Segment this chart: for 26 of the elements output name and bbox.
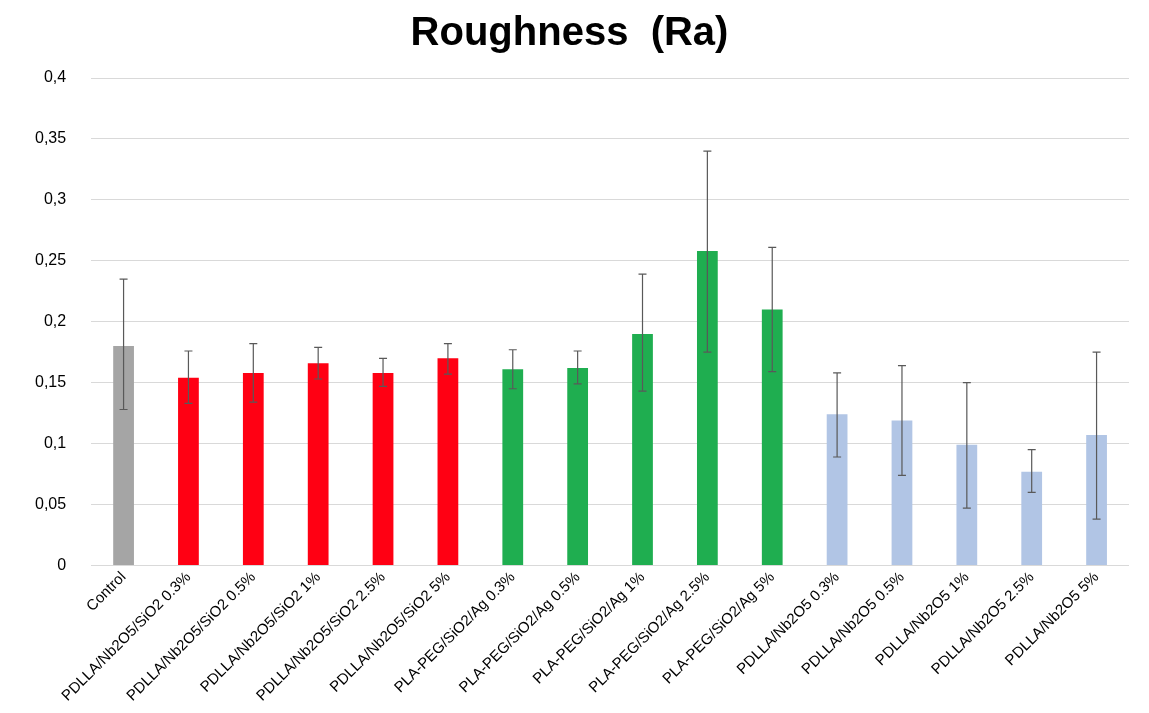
- bar: [113, 346, 134, 565]
- bar: [567, 368, 589, 565]
- bar: [502, 369, 524, 565]
- bar: [632, 333, 653, 565]
- bar: [956, 444, 978, 565]
- y-tick-label: 0,4: [43, 68, 67, 86]
- bar: [178, 377, 199, 565]
- bar: [1086, 435, 1107, 565]
- chart-title: Roughness (Ra): [410, 9, 729, 54]
- bar: [1021, 471, 1043, 565]
- y-tick-label: 0,25: [35, 251, 67, 269]
- bar: [696, 251, 718, 565]
- y-tick-label: 0,1: [43, 434, 67, 451]
- y-tick-label: 0,35: [35, 129, 67, 147]
- bar: [242, 372, 264, 565]
- y-tick-label: 0,2: [43, 312, 67, 330]
- bar: [307, 363, 329, 565]
- bar: [437, 358, 459, 565]
- y-tick-label: 0,15: [35, 373, 67, 391]
- bar: [372, 372, 394, 565]
- y-tick-label: 0,05: [35, 494, 67, 512]
- bar: [826, 414, 848, 565]
- y-tick-label: 0: [57, 555, 67, 573]
- y-tick-label: 0,3: [43, 190, 67, 208]
- bar: [891, 420, 913, 565]
- bar: [761, 309, 783, 565]
